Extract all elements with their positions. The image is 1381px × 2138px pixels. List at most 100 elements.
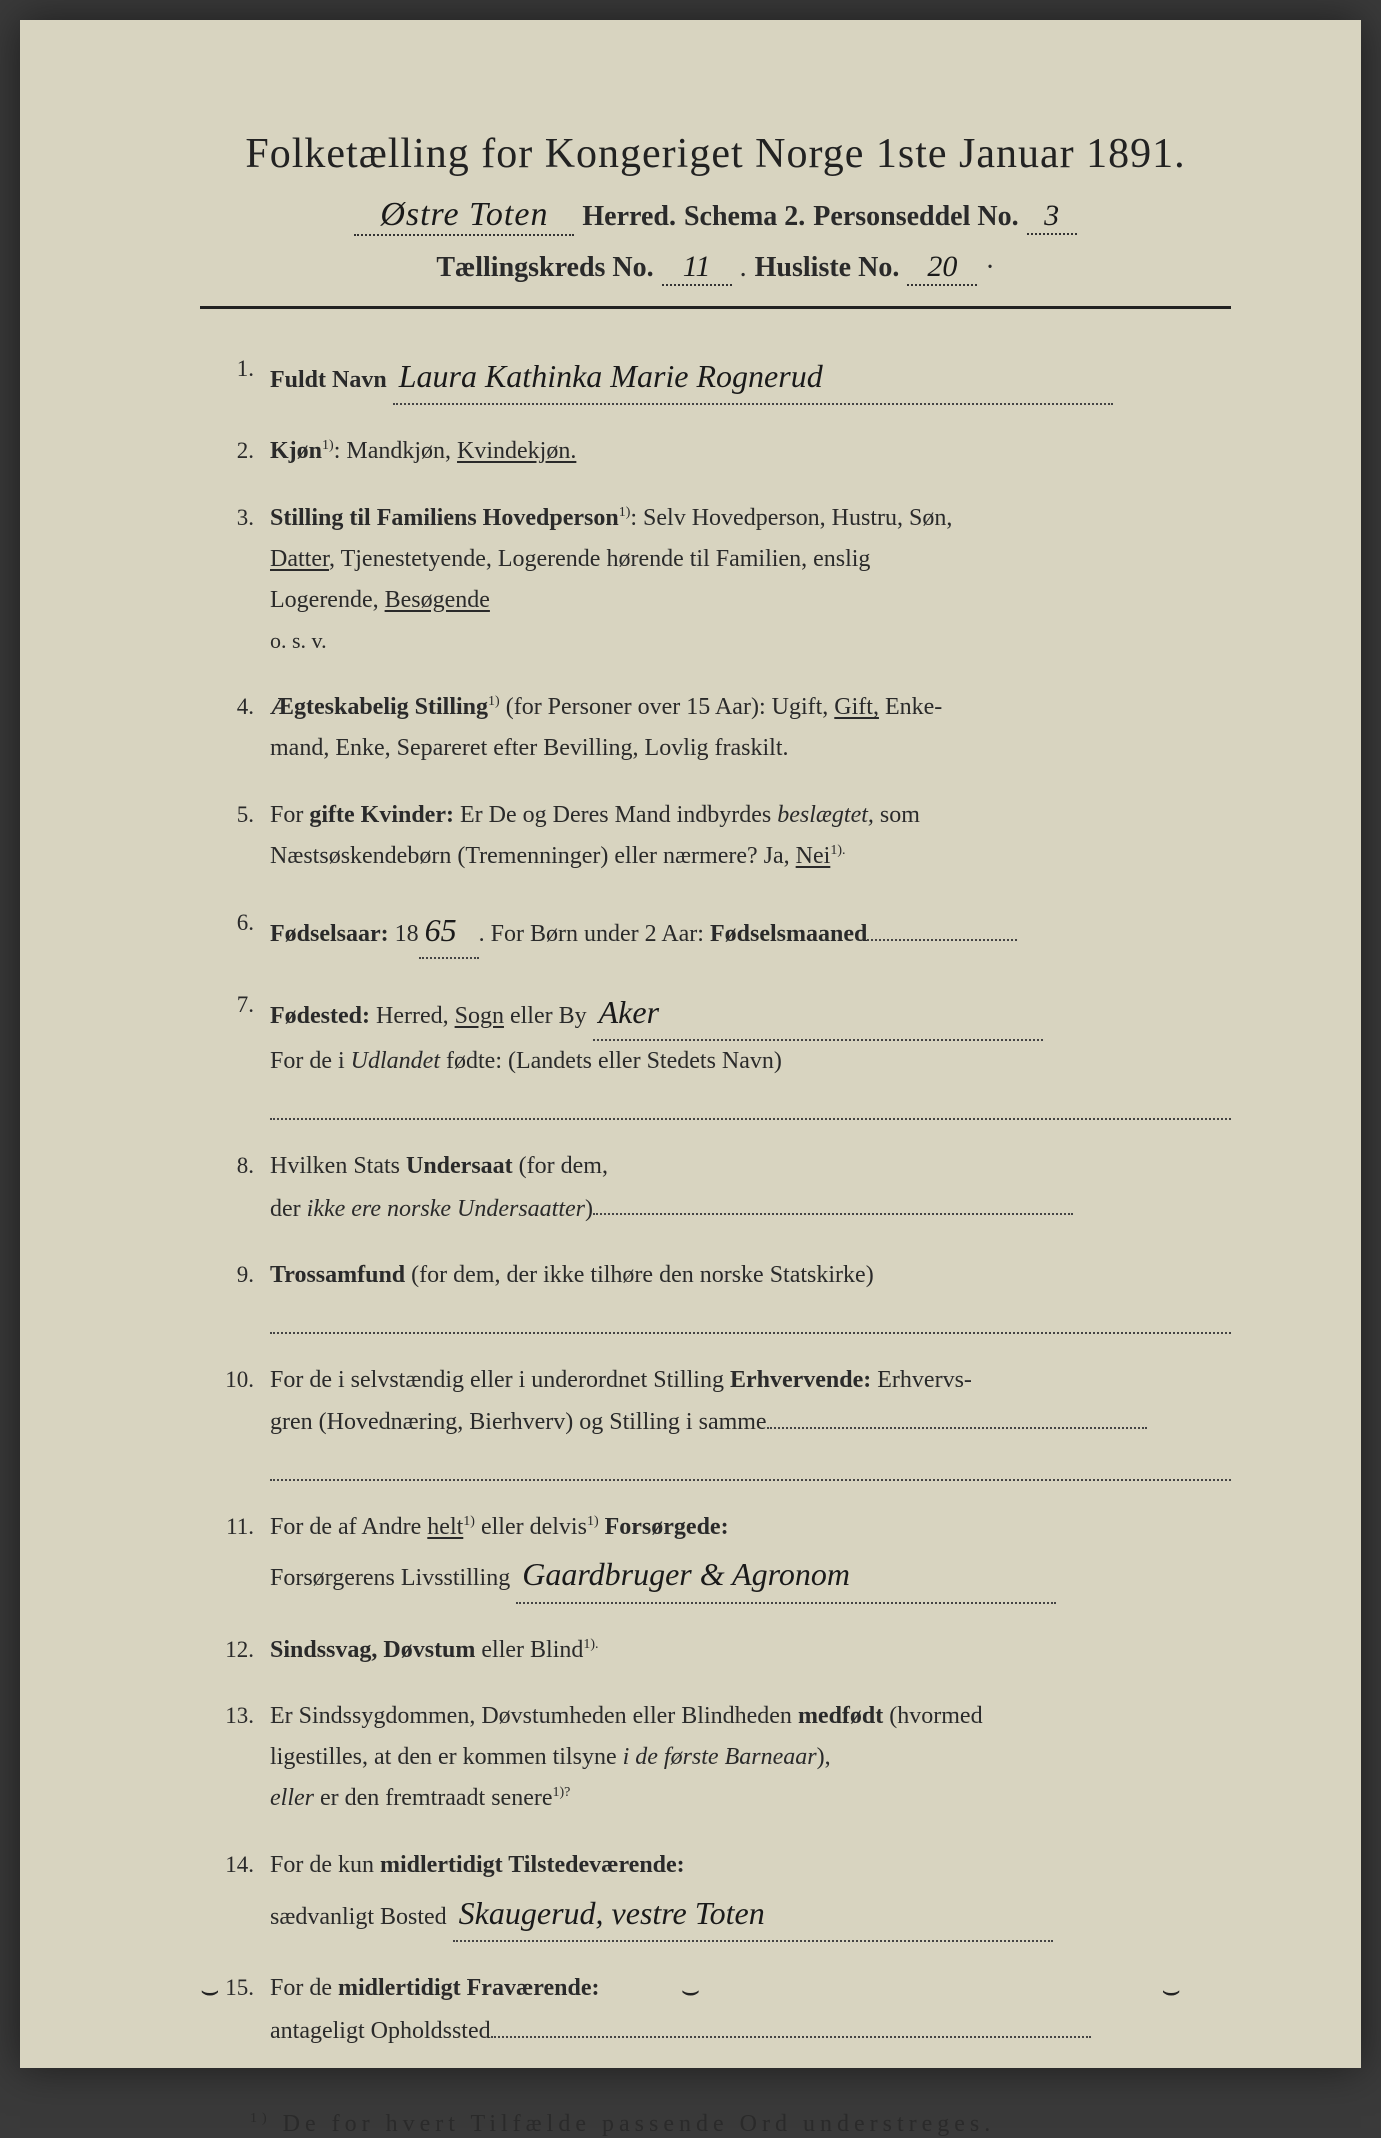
header-line-2: Tællingskreds No. 11 . Husliste No. 20 · [200,250,1231,286]
text: For de af Andre [270,1514,427,1540]
label-forsorgede: Forsørgede: [605,1514,729,1540]
item-num: 9. [220,1255,270,1294]
header-line-1: Østre Toten Herred. Schema 2. Personsedd… [200,196,1231,236]
item-6: 6. Fødselsaar: 1865. For Børn under 2 Aa… [220,903,1231,959]
binding-mark: ⌣ [1161,1974,1181,2008]
text: mand, Enke, Separeret efter Bevilling, L… [270,735,789,761]
blank-line [270,1086,1231,1120]
text: For de kun [270,1852,380,1878]
text: som [874,802,920,828]
text: (hvormed [883,1703,982,1729]
item-num: 2. [220,431,270,470]
text: For de i selvstændig eller i underordnet… [270,1367,730,1393]
item-num: 12. [220,1630,270,1669]
text: gren (Hovednæring, Bierhverv) og Stillin… [270,1409,767,1435]
datter-selected: Datter [270,546,329,572]
label-medfodt: medfødt [798,1703,883,1729]
label-fodested: Fødested: [270,1003,370,1029]
kjon-selected: Kvindekjøn. [457,438,576,464]
binding-mark: ⌣ [681,1974,701,2008]
sup: 1) [619,505,631,520]
helt-selected: helt [427,1514,463,1540]
form-header: Folketælling for Kongeriget Norge 1ste J… [200,130,1231,286]
form-title: Folketælling for Kongeriget Norge 1ste J… [200,130,1231,178]
label-erhvervende: Erhvervende: [730,1367,871,1393]
kjon-options: Mandkjøn, [346,438,457,464]
sup: 1) [488,694,500,709]
item-10: 10. For de i selvstændig eller i underor… [220,1360,1231,1481]
item-1: 1. Fuldt Navn Laura Kathinka Marie Rogne… [220,349,1231,405]
sup: 1) [587,1514,599,1529]
navn-value: Laura Kathinka Marie Rognerud [393,349,1113,405]
taellingskreds-no: 11 [662,250,732,286]
sup: 1) [322,438,334,453]
text: (for dem, [513,1153,608,1179]
label-fuldt-navn: Fuldt Navn [270,367,387,393]
item-15: 15. For de midlertidigt Fraværende: anta… [220,1968,1231,2051]
item-3: 3. Stilling til Familiens Hovedperson1):… [220,498,1231,661]
label-undersaat: Undersaat [406,1153,513,1179]
schema-label: Schema 2. [684,201,805,233]
sup: 1) [463,1514,475,1529]
label-trossamfund: Trossamfund [270,1262,405,1288]
forste-barneaar: i de første Barneaar [623,1744,817,1770]
label-kjon: Kjøn [270,438,322,464]
text: For [270,802,309,828]
sogn-selected: Sogn [455,1003,504,1029]
husliste-label: Husliste No. [755,252,900,284]
item-num: 3. [220,498,270,537]
nei-selected: Nei [796,843,831,869]
text: Er Sindssygdommen, Døvstumheden eller Bl… [270,1703,798,1729]
fodested-value: Aker [593,985,1043,1041]
label-fravarende: midlertidigt Fraværende: [338,1975,600,2001]
item-2: 2. Kjøn1): Mandkjøn, Kvindekjøn. [220,431,1231,472]
sup: 1). [583,1637,598,1652]
beslaegtet: beslægtet, [777,802,874,828]
label-fodselsaar: Fødselsaar: [270,921,389,947]
text: , Tjenestetyende, Logerende hørende til … [329,546,870,572]
taellingskreds-label: Tællingskreds No. [436,252,653,284]
label-gifte-kvinder: gifte Kvinder: [309,802,454,828]
husliste-no: 20 [907,250,977,286]
personseddel-label: Personseddel No. [813,201,1018,233]
blank [593,1187,1073,1216]
text: For de i [270,1048,351,1074]
item-13: 13. Er Sindssygdommen, Døvstumheden elle… [220,1696,1231,1818]
year-value: 65 [419,903,479,959]
text: Næstsøskendebørn (Tremenninger) eller næ… [270,843,796,869]
footnote-sup: 1) [250,2111,272,2126]
sup: 1). [830,843,845,858]
label-sindssvag: Sindssvag, Døvstum [270,1637,475,1663]
personseddel-no: 3 [1027,199,1077,235]
ikke-norske: ikke ere norske Undersaatter [307,1195,585,1221]
item-num: 6. [220,903,270,942]
item-5: 5. For gifte Kvinder: Er De og Deres Man… [220,795,1231,877]
text: eller By [504,1003,587,1029]
text: Erhvervs- [871,1367,972,1393]
herred-label: Herred. [582,201,676,233]
item-num: 13. [220,1696,270,1735]
text: ligestilles, at den er kommen tilsyne [270,1744,623,1770]
blank [767,1400,1147,1429]
text: (for dem, der ikke tilhøre den norske St… [405,1262,874,1288]
text: (for Personer over 15 Aar): Ugift, [500,694,835,720]
header-divider [200,306,1231,309]
item-num: 11. [220,1507,270,1546]
text: Forsørgerens Livsstilling [270,1565,510,1591]
item-num: 14. [220,1845,270,1884]
label-tilstedevarende: midlertidigt Tilstedeværende: [380,1852,685,1878]
label-stilling: Stilling til Familiens Hovedperson [270,505,619,531]
eller: eller [270,1785,314,1811]
blank-line [270,1300,1231,1334]
osv: o. s. v. [270,628,327,653]
item-7: 7. Fødested: Herred, Sogn eller By Aker … [220,985,1231,1120]
sup: 1)? [553,1785,571,1800]
form-body: 1. Fuldt Navn Laura Kathinka Marie Rogne… [200,349,1231,2051]
text: sædvanligt Bosted [270,1904,447,1930]
item-14: 14. For de kun midlertidigt Tilstedevære… [220,1845,1231,1942]
text: der [270,1195,307,1221]
blank [867,912,1017,941]
item-num: 10. [220,1360,270,1399]
udlandet: Udlandet [351,1048,440,1074]
item-num: 5. [220,795,270,834]
